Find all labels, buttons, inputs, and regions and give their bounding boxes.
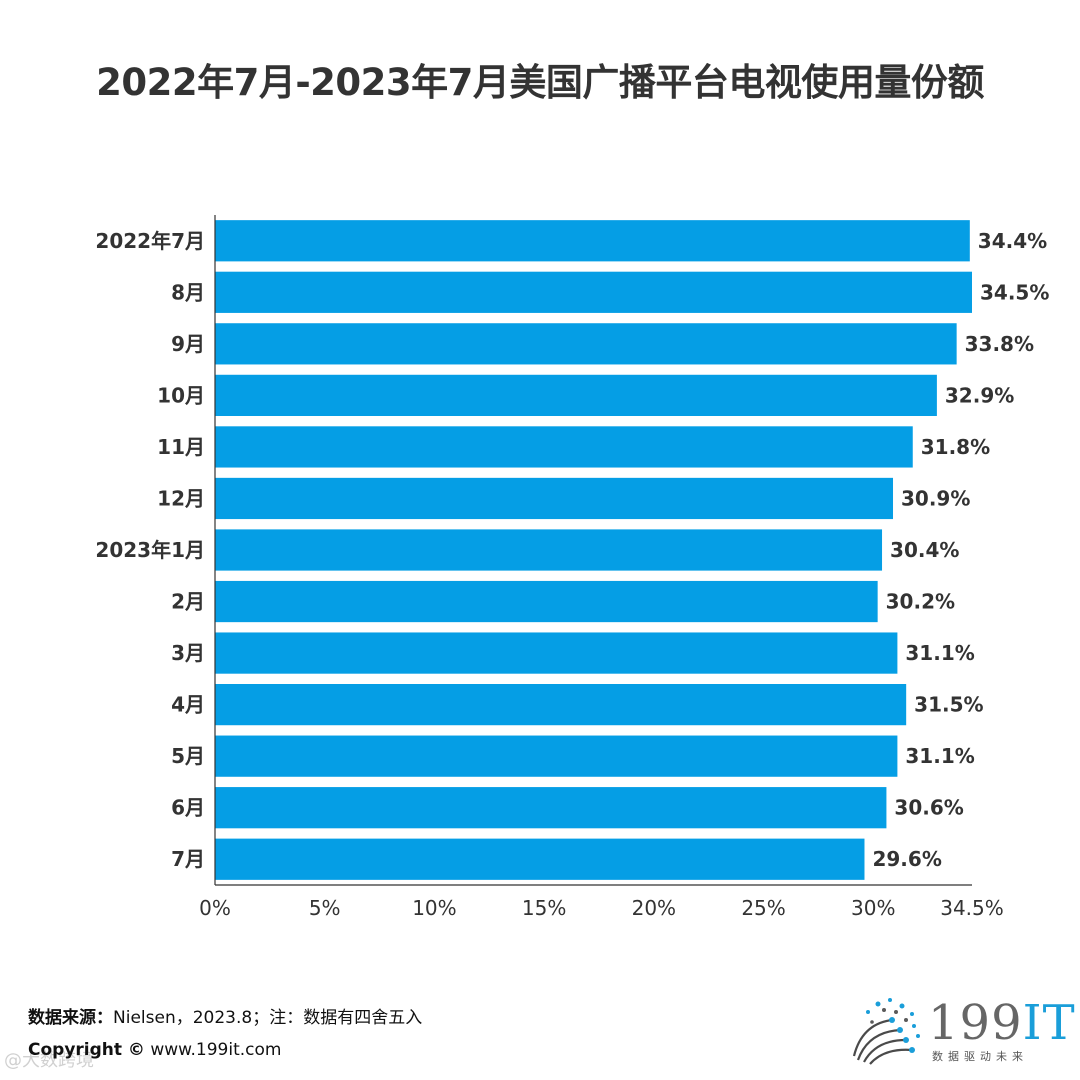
data-label: 29.6% [872,847,941,871]
bar [215,529,883,571]
category-label: 10月 [157,383,205,407]
category-label: 6月 [171,796,205,820]
data-label: 30.6% [894,796,963,820]
watermark: @大数跨境 [4,1050,94,1071]
data-label: 34.5% [980,280,1049,304]
bar [215,580,878,623]
data-source-note: 数据来源：Nielsen，2023.8；注：数据有四舍五入 [28,1003,422,1028]
data-label: 30.4% [890,538,959,562]
category-label: 5月 [171,744,205,768]
data-label: 33.8% [965,332,1034,356]
category-label: 2月 [171,590,205,614]
bar [215,735,898,777]
category-label: 9月 [171,332,205,356]
data-label: 31.8% [921,435,990,459]
data-label: 34.4% [978,229,1047,253]
category-label: 3月 [171,641,205,665]
data-label: 31.1% [905,641,974,665]
logo-text: 199IT [928,995,1076,1051]
copyright-url: www.199it.com [150,1040,282,1060]
logo-subtitle: 数据驱动未来 [932,1050,1028,1063]
data-label: 32.9% [945,383,1014,407]
copyright-label: Copyright © [28,1040,145,1060]
logo-icon [852,998,920,1065]
data-label: 30.9% [901,486,970,510]
bar [215,323,957,365]
bar [215,271,972,313]
x-tick-label: 10% [412,896,456,920]
copyright-note: Copyright © www.199it.com [28,1040,281,1060]
bar [215,684,907,726]
source-text: Nielsen，2023.8；注：数据有四舍五入 [113,1008,423,1028]
x-tick-label: 30% [851,896,895,920]
bar [215,838,865,880]
logo-number: 199 [928,995,1023,1051]
bar [215,220,970,262]
bar [215,477,894,520]
category-label: 4月 [171,693,205,717]
bar [215,426,913,468]
x-tick-label: 25% [741,896,785,920]
chart-title: 2022年7月-2023年7月美国广播平台电视使用量份额 [96,61,984,104]
x-tick-label: 34.5% [940,896,1004,920]
bar [215,787,887,829]
x-tick-label: 5% [309,896,341,920]
category-label: 12月 [157,486,205,510]
category-label: 2022年7月 [95,229,205,253]
data-label: 31.1% [905,744,974,768]
source-label: 数据来源： [28,1008,113,1028]
x-tick-label: 15% [522,896,566,920]
category-label: 7月 [171,847,205,871]
bar [215,374,937,416]
x-tick-label: 20% [632,896,676,920]
category-label: 2023年1月 [95,538,205,562]
x-tick-label: 0% [199,896,231,920]
category-label: 11月 [157,435,205,459]
data-label: 30.2% [886,590,955,614]
bar [215,632,898,674]
category-label: 8月 [171,280,205,304]
data-label: 31.5% [914,693,983,717]
logo-it: IT [1022,995,1076,1051]
